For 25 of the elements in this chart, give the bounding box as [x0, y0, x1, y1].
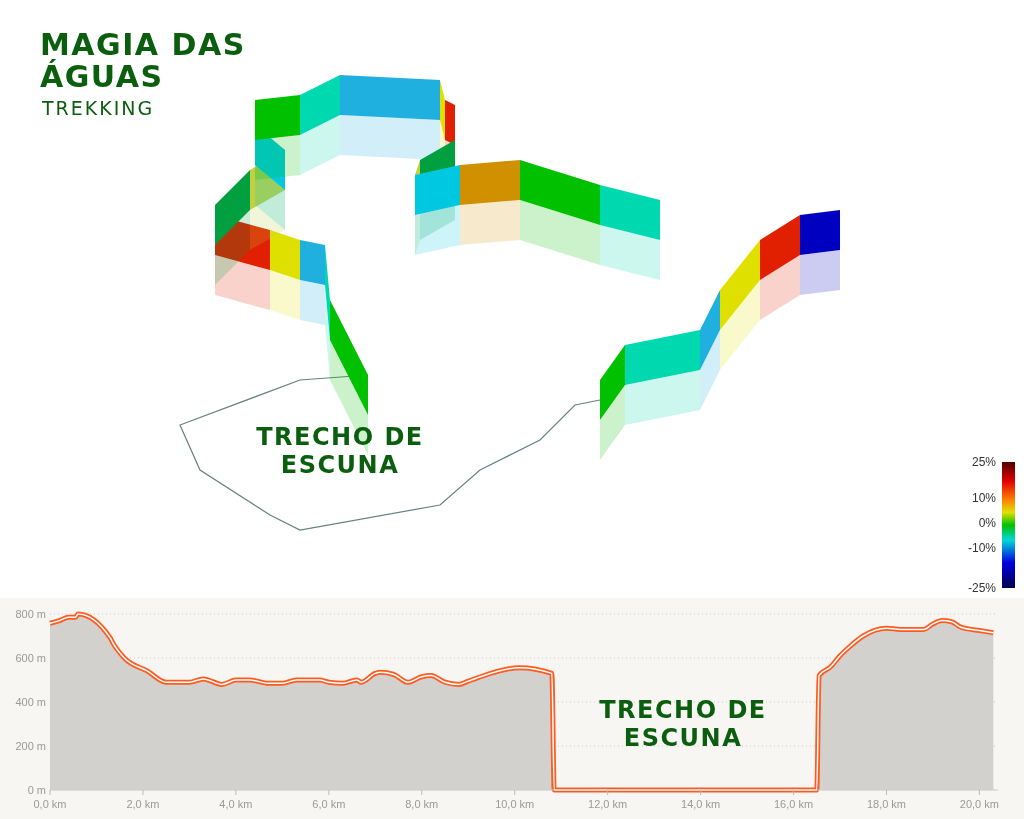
x-tick-label: 8,0 km: [405, 798, 439, 810]
y-tick-label: 400 m: [15, 696, 46, 708]
x-tick-label: 12,0 km: [588, 798, 628, 810]
x-tick-label: 16,0 km: [773, 798, 814, 810]
x-tick-label: 6,0 km: [312, 798, 346, 810]
x-tick-label: 0,0 km: [33, 798, 67, 810]
text: -10%: [967, 541, 997, 555]
text: TRECHO DE ESCUNA: [256, 423, 424, 479]
text: 25%: [971, 455, 997, 469]
chart-title: MAGIA DAS ÁGUAS: [40, 27, 246, 94]
text: 0%: [978, 516, 997, 530]
text: 10%: [971, 491, 997, 505]
y-tick-label: 600 m: [15, 652, 46, 664]
y-tick-label: 200 m: [15, 740, 46, 752]
x-tick-label: 2,0 km: [126, 798, 160, 810]
chart-subtitle: TREKKING: [41, 97, 155, 119]
y-tick-label: 0 m: [27, 784, 46, 796]
annotation: TRECHO DE ESCUNA: [599, 696, 767, 752]
y-tick-label: 800 m: [15, 608, 46, 620]
x-tick-label: 10,0 km: [495, 798, 535, 810]
x-tick-label: 18,0 km: [866, 798, 907, 810]
x-tick-label: 4,0 km: [219, 798, 253, 810]
x-tick-label: 14,0 km: [681, 798, 721, 810]
text: -25%: [967, 581, 997, 595]
x-tick-label: 20,0 km: [959, 798, 999, 810]
